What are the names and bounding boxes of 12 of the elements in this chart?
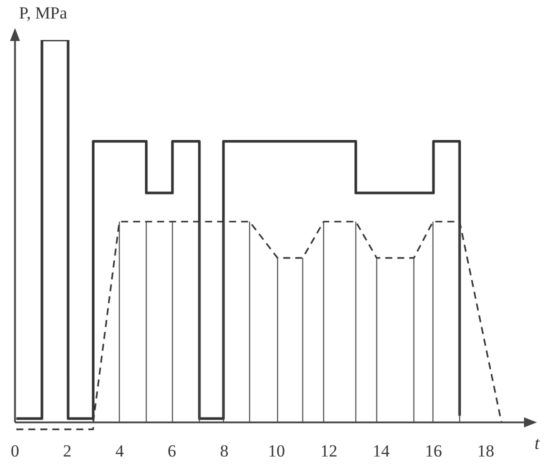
x-tick-label: 14	[372, 441, 390, 460]
x-tick-label: 4	[115, 441, 124, 460]
x-tick-label: 18	[477, 441, 494, 460]
x-tick-label: 12	[320, 441, 338, 460]
x-tick-label: 8	[220, 441, 228, 460]
x-axis-title: t	[534, 433, 540, 454]
x-tick-label: 10	[268, 441, 286, 460]
x-tick-label: 6	[168, 441, 176, 460]
x-tick-label: 16	[424, 441, 442, 460]
x-tick-label: 2	[63, 441, 72, 460]
y-axis-title: P, MPa	[19, 3, 68, 22]
x-tick-label: 0	[10, 441, 20, 460]
